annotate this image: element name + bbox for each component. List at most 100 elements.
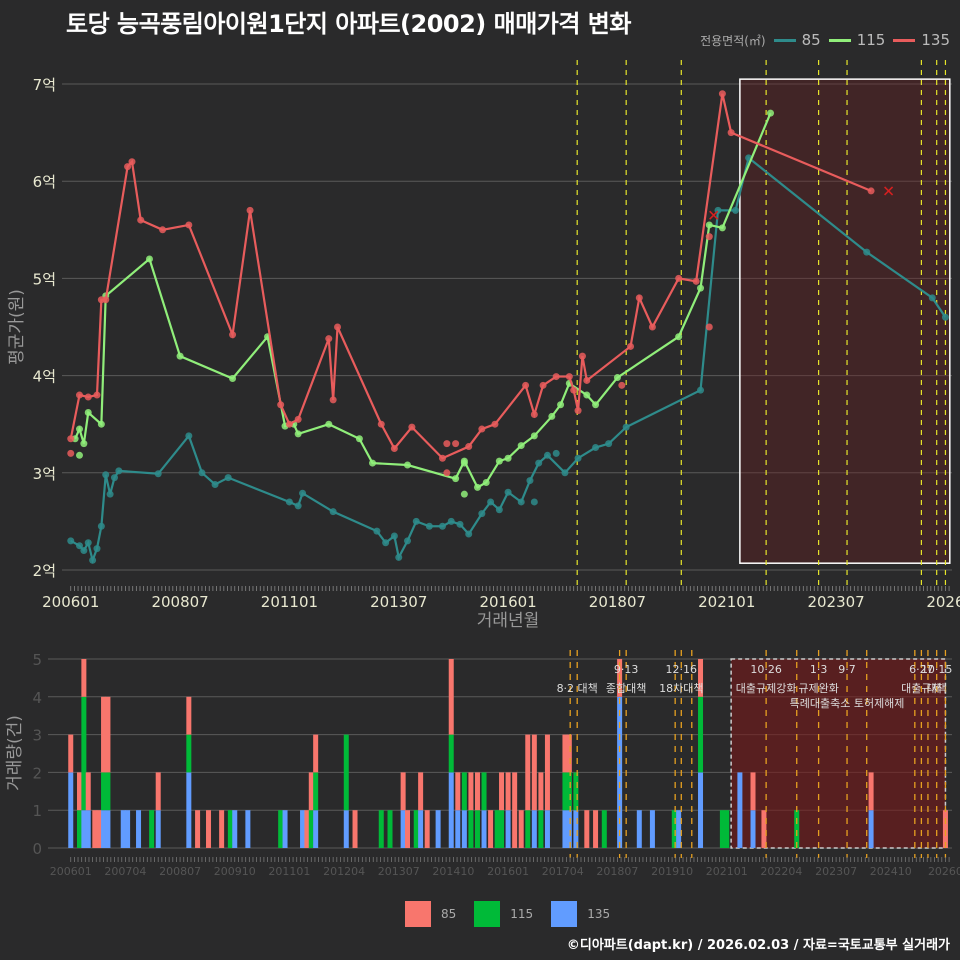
volume-bar-chart: 0 1 2 3 4 5 8·2 대책 9·13 종합대책 12·16 18차대책 10·26 대출규제강… xyxy=(5,650,960,878)
bar-segment-115 xyxy=(81,696,87,811)
policy-label: 대출규제 xyxy=(901,682,941,695)
data-point xyxy=(224,474,232,482)
bar-segment-135 xyxy=(676,810,682,848)
legend-item-135: 135 xyxy=(893,31,950,49)
bar-segment-115 xyxy=(724,810,730,848)
bar-segment-115 xyxy=(468,810,474,848)
legend-swatch xyxy=(828,38,851,42)
bar-segment-115 xyxy=(378,810,384,848)
bar-segment-85 xyxy=(566,734,572,773)
data-point xyxy=(583,376,591,384)
bar-segment-115 xyxy=(105,772,111,811)
data-point xyxy=(438,522,446,530)
data-point xyxy=(110,474,118,482)
bar-segment-85 xyxy=(584,810,590,848)
bar-segment-135 xyxy=(636,810,642,848)
bar-segment-115 xyxy=(494,810,500,848)
data-point xyxy=(329,508,337,516)
bar-segment-85 xyxy=(313,734,319,773)
bar-segment-85 xyxy=(538,772,544,811)
bar-segment-135 xyxy=(400,810,406,848)
policy-label: 18차대책 xyxy=(659,682,703,695)
x-tick-label: 202204 xyxy=(760,865,802,878)
bar-segment-85 xyxy=(400,772,406,811)
data-point xyxy=(526,477,534,485)
data-point xyxy=(176,352,184,360)
data-point xyxy=(863,248,871,256)
data-point xyxy=(539,381,547,389)
data-point xyxy=(80,547,88,555)
x-tick-label: 201704 xyxy=(542,865,584,878)
policy-date: 10·15 xyxy=(921,663,953,676)
data-point xyxy=(75,425,83,433)
bar-segment-85 xyxy=(424,810,430,848)
bar-segment-85 xyxy=(488,810,494,848)
data-point xyxy=(355,435,363,443)
bar-segment-85 xyxy=(474,772,480,811)
x-tick-label: 202410 xyxy=(870,865,912,878)
bar-segment-135 xyxy=(750,810,756,848)
bar-segment-135 xyxy=(186,772,192,848)
highlight-box xyxy=(739,78,951,564)
y-axis-title: 평균가(원) xyxy=(7,289,27,365)
data-point xyxy=(605,440,613,448)
data-point xyxy=(583,391,591,399)
data-point xyxy=(246,206,254,214)
data-point xyxy=(277,401,285,409)
x-tick-label: 2026 xyxy=(926,593,960,611)
bar-segment-135 xyxy=(232,810,238,848)
x-tick-label: 200704 xyxy=(104,865,146,878)
data-point xyxy=(460,459,468,467)
chart-title: 토당 능곡풍림아이원1단지 아파트(2002) 매매가격 변화 xyxy=(66,10,631,38)
y-tick-label: 1 xyxy=(32,802,42,820)
data-point xyxy=(89,556,97,564)
data-point xyxy=(705,221,713,229)
data-point xyxy=(718,224,726,232)
bar-segment-135 xyxy=(81,810,87,848)
policy-label: 대책 xyxy=(927,682,947,695)
bar-segment-135 xyxy=(448,772,454,848)
data-point xyxy=(390,445,398,452)
bar-segment-85 xyxy=(942,810,948,848)
data-point xyxy=(465,530,473,538)
bar-legend-item-135: 135 xyxy=(551,901,610,927)
legend-title: 전용면적(㎡) xyxy=(700,33,766,48)
bar-segment-85 xyxy=(448,659,454,735)
data-point xyxy=(530,432,538,440)
x-tick-label: 201601 xyxy=(479,593,536,611)
y-tick-label: 2억 xyxy=(33,562,56,580)
data-point xyxy=(552,449,560,457)
bar-segment-115 xyxy=(461,772,467,811)
legend-item-115: 115 xyxy=(828,31,885,49)
data-point xyxy=(97,420,105,428)
bar-segment-85 xyxy=(499,772,505,811)
bar-segment-115 xyxy=(343,734,349,811)
bar-segment-135 xyxy=(85,810,91,848)
bar-segment-85 xyxy=(531,734,537,811)
data-point xyxy=(452,440,460,448)
x-tick-label: 201101 xyxy=(268,865,310,878)
data-point xyxy=(75,542,83,550)
data-point xyxy=(443,469,451,477)
x-axis-title: 거래년월 xyxy=(477,611,540,631)
x-tick-label: 201204 xyxy=(323,865,365,878)
data-point xyxy=(75,451,83,459)
bar-segment-85 xyxy=(81,659,87,697)
bar-segment-115 xyxy=(719,810,725,848)
bar-segment-135 xyxy=(120,810,126,848)
bar-segment-85 xyxy=(468,772,474,811)
bar-segment-85 xyxy=(505,772,511,811)
bar-segment-135 xyxy=(343,810,349,848)
data-point xyxy=(478,510,486,518)
bar-segment-85 xyxy=(352,810,358,848)
data-point xyxy=(75,391,83,399)
data-point xyxy=(154,470,162,478)
data-point xyxy=(294,415,302,423)
data-point xyxy=(67,449,75,457)
data-point xyxy=(229,375,237,383)
data-point xyxy=(137,216,145,224)
data-point xyxy=(618,381,626,389)
policy-date: 12·16 xyxy=(666,663,698,676)
x-tick-label: 200807 xyxy=(151,593,208,611)
data-point xyxy=(530,498,538,506)
